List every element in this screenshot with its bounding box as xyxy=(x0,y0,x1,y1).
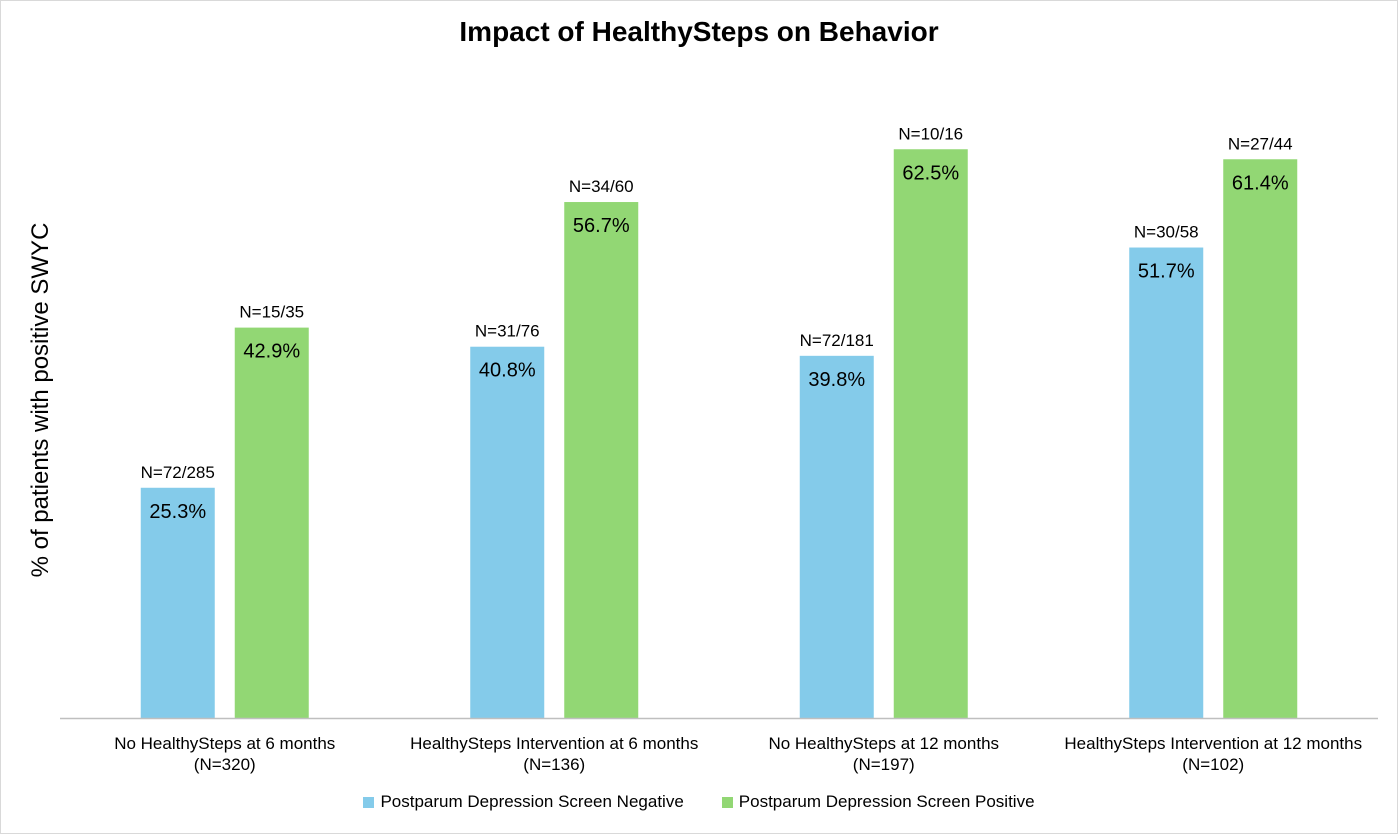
bar-negative-2 xyxy=(799,355,874,718)
legend-item-positive: Postparum Depression Screen Positive xyxy=(721,792,1035,812)
count-label-positive-2: N=10/16 xyxy=(898,124,963,143)
value-label-negative-1: 40.8% xyxy=(479,360,536,382)
value-label-positive-1: 56.7% xyxy=(573,215,630,237)
value-label-positive-2: 62.5% xyxy=(902,162,959,184)
value-label-negative-3: 51.7% xyxy=(1138,261,1195,283)
category-label-0: No HealthySteps at 6 months (N=320) xyxy=(60,733,390,775)
legend-item-negative: Postparum Depression Screen Negative xyxy=(363,792,684,812)
category-label-2: No HealthySteps at 12 months (N=197) xyxy=(719,733,1049,775)
count-label-negative-3: N=30/58 xyxy=(1134,223,1199,242)
category-label-3: HealthySteps Intervention at 12 months (N… xyxy=(1049,733,1379,775)
legend-swatch-positive xyxy=(721,796,733,808)
chart-title: Impact of HealthySteps on Behavior xyxy=(459,16,939,47)
legend: Postparum Depression Screen Negative Pos… xyxy=(0,792,1398,812)
count-label-positive-0: N=15/35 xyxy=(239,303,304,322)
count-label-negative-0: N=72/285 xyxy=(141,463,215,482)
count-label-negative-2: N=72/181 xyxy=(800,331,874,350)
category-label-line2: (N=320) xyxy=(193,755,256,774)
category-label-line2: (N=136) xyxy=(523,755,586,774)
bar-positive-1 xyxy=(564,202,639,718)
category-label-line1: HealthySteps Intervention at 6 months xyxy=(410,734,699,753)
legend-label-positive: Postparum Depression Screen Positive xyxy=(738,792,1035,811)
value-label-positive-3: 61.4% xyxy=(1232,172,1289,194)
category-label-line1: HealthySteps Intervention at 12 months xyxy=(1064,734,1363,753)
legend-label-negative: Postparum Depression Screen Negative xyxy=(380,792,684,811)
category-label-1: HealthySteps Intervention at 6 months (N=… xyxy=(390,733,720,775)
bar-negative-3 xyxy=(1129,247,1204,718)
legend-swatch-negative xyxy=(363,796,375,808)
category-label-line1: No HealthySteps at 6 months xyxy=(114,734,336,753)
bar-negative-1 xyxy=(470,346,545,718)
value-label-positive-0: 42.9% xyxy=(243,341,300,363)
count-label-positive-3: N=27/44 xyxy=(1228,134,1293,153)
bar-positive-0 xyxy=(234,327,309,718)
bar-negative-0 xyxy=(140,487,215,718)
value-label-negative-0: 25.3% xyxy=(149,501,206,523)
category-label-line2: (N=102) xyxy=(1182,755,1245,774)
bar-positive-3 xyxy=(1223,159,1298,718)
count-label-negative-1: N=31/76 xyxy=(475,322,540,341)
value-label-negative-2: 39.8% xyxy=(808,369,865,391)
category-label-line2: (N=197) xyxy=(852,755,915,774)
category-label-line1: No HealthySteps at 12 months xyxy=(768,734,1000,753)
bar-positive-2 xyxy=(893,149,968,718)
count-label-positive-1: N=34/60 xyxy=(569,177,634,196)
